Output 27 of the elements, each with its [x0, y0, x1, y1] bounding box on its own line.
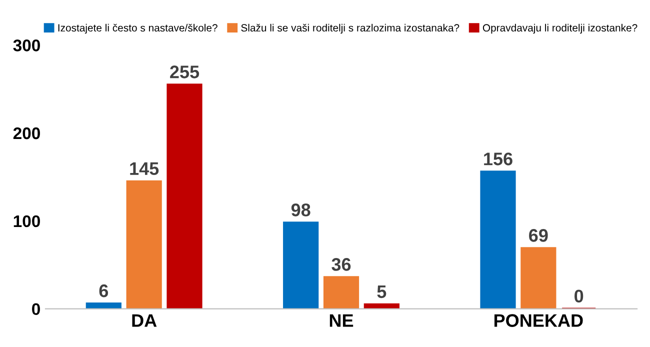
bar	[86, 302, 122, 309]
data-label: 255	[170, 66, 200, 78]
bar	[283, 222, 319, 309]
legend-label: Opravdavaju li roditelji izostanke?	[482, 24, 638, 34]
x-tick-label: DA	[132, 314, 157, 327]
x-tick-label: NE	[330, 314, 354, 327]
bar	[166, 84, 202, 309]
bar	[126, 180, 162, 309]
y-tick-label: 300	[13, 40, 40, 52]
data-label: 0	[574, 290, 584, 302]
data-label: 5	[377, 285, 386, 298]
bar	[364, 303, 400, 309]
y-tick-label: 200	[13, 127, 40, 140]
data-label: 145	[130, 162, 159, 176]
legend-label: Slažu li se vaši roditelji s razlozima izostanaka?	[241, 24, 460, 34]
bar	[323, 276, 360, 309]
data-label: 6	[99, 284, 108, 298]
bar	[520, 247, 556, 309]
x-tick-label: PONEKAD	[494, 314, 583, 327]
y-tick-label: 100	[14, 215, 40, 228]
data-label: 36	[332, 258, 351, 271]
data-label: 69	[529, 229, 548, 242]
data-label: 98	[291, 204, 310, 216]
y-tick-label: 0	[32, 303, 40, 316]
legend-label: Izostajete li često s nastave/škole?	[58, 24, 218, 34]
data-label: 156	[484, 152, 512, 166]
bar	[480, 170, 516, 309]
